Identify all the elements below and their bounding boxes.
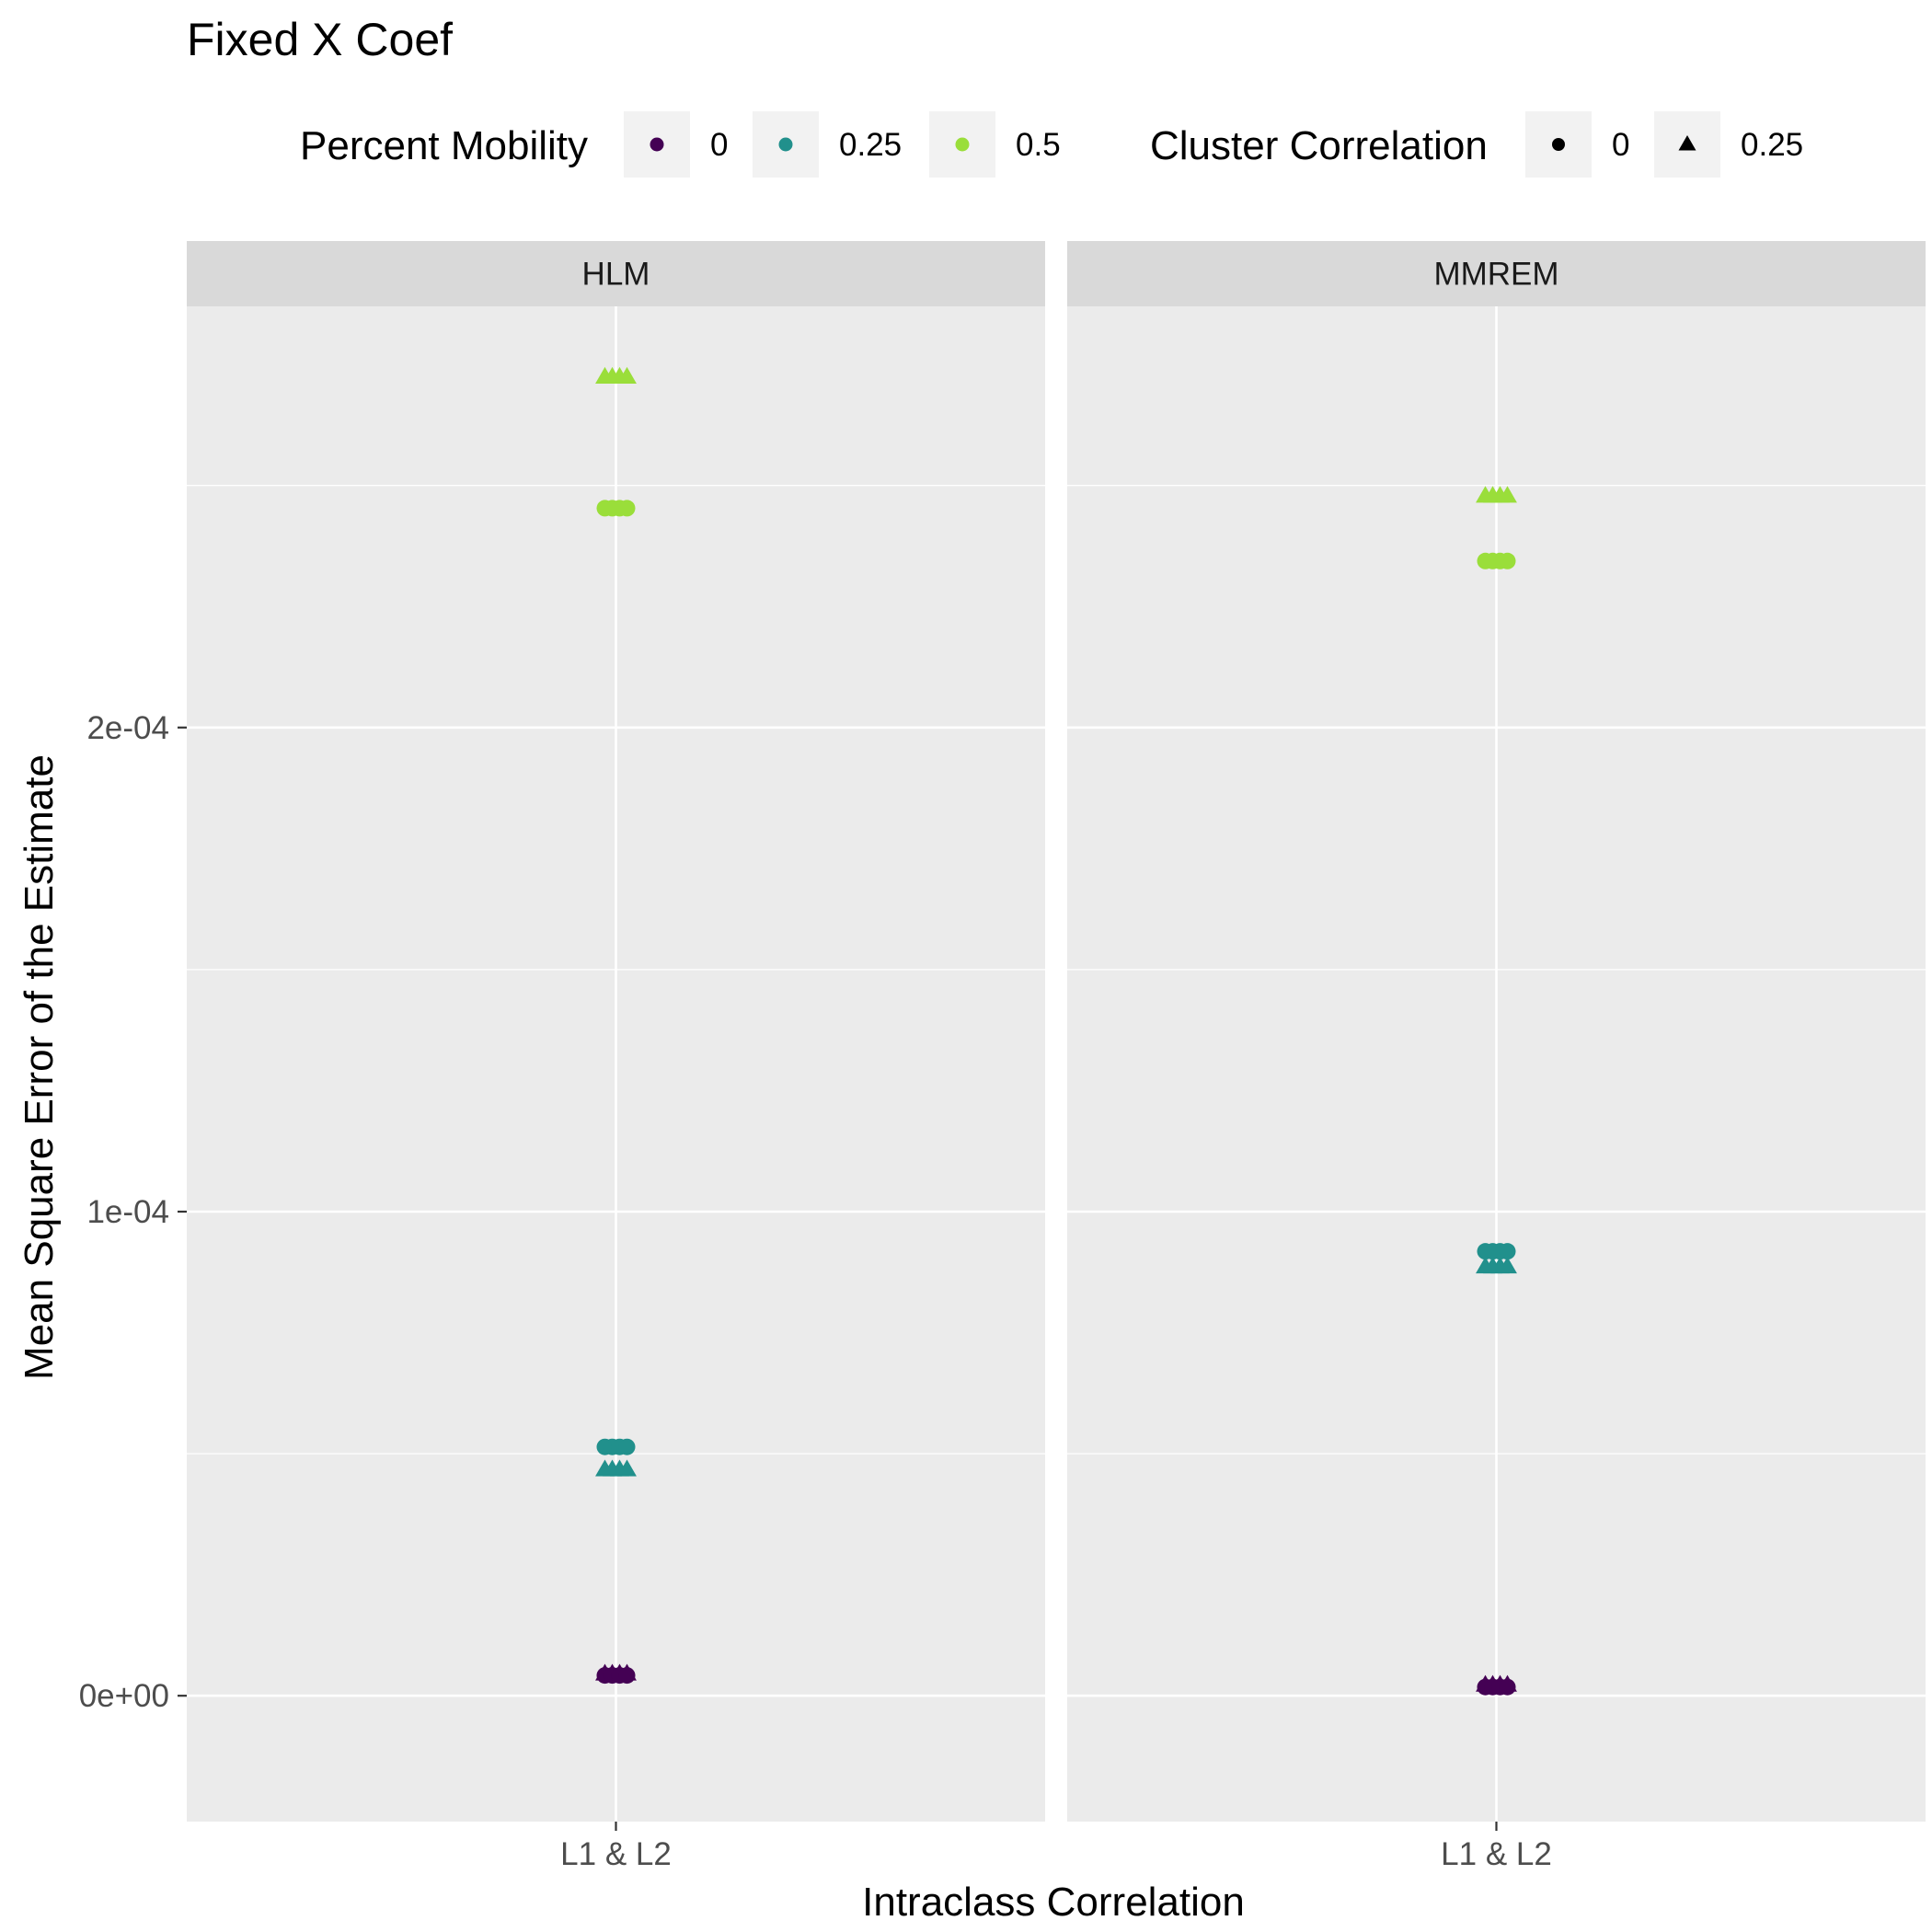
legend-label: 0 xyxy=(710,127,728,163)
data-point xyxy=(1477,552,1516,569)
data-point xyxy=(1477,1678,1516,1696)
legend-title: Percent Mobility xyxy=(300,123,588,168)
panels: HLM L1 & L2 MMREM L1 & L2 xyxy=(187,241,1926,1872)
strip-label: HLM xyxy=(582,257,650,293)
x-axis-title: Intraclass Correlation xyxy=(862,1880,1245,1925)
panel-hlm: HLM L1 & L2 xyxy=(187,241,1045,1872)
legend-key-circle xyxy=(1552,138,1565,151)
data-point xyxy=(595,1459,637,1477)
data-point xyxy=(596,1667,636,1685)
y-tick-label: 0e+00 xyxy=(79,1678,169,1714)
chart-title: Fixed X Coef xyxy=(187,14,453,65)
data-point xyxy=(1476,486,1517,503)
legend-key-dot xyxy=(955,137,970,152)
y-axis: 0e+00 1e-04 2e-04 xyxy=(79,710,187,1714)
strip-background xyxy=(187,241,1045,306)
legend-key-triangle xyxy=(1678,135,1696,151)
legend-key-dot xyxy=(778,137,793,152)
data-point xyxy=(1477,1243,1516,1260)
y-tick-label: 1e-04 xyxy=(86,1194,169,1230)
data-point xyxy=(595,366,637,384)
legend-label: 0.25 xyxy=(839,127,902,163)
data-point xyxy=(596,1438,636,1455)
data-point xyxy=(1476,1256,1517,1274)
x-tick-label: L1 & L2 xyxy=(560,1836,672,1872)
panel-mmrem: MMREM L1 & L2 xyxy=(1067,241,1926,1872)
y-axis-title: Mean Square Error of the Estimate xyxy=(17,754,62,1380)
legends: Percent Mobility 0 0.25 0.5 Cluster Correlat… xyxy=(300,111,1803,178)
strip-label: MMREM xyxy=(1433,257,1558,293)
x-tick-label: L1 & L2 xyxy=(1441,1836,1552,1872)
legend-label: 0.5 xyxy=(1016,127,1061,163)
legend-label: 0 xyxy=(1612,127,1629,163)
legend-key-dot xyxy=(650,137,664,152)
strip-background xyxy=(1067,241,1926,306)
legend-label: 0.25 xyxy=(1741,127,1803,163)
y-tick-label: 2e-04 xyxy=(86,710,169,746)
data-point xyxy=(596,500,636,517)
legend-title: Cluster Correlation xyxy=(1150,123,1488,168)
